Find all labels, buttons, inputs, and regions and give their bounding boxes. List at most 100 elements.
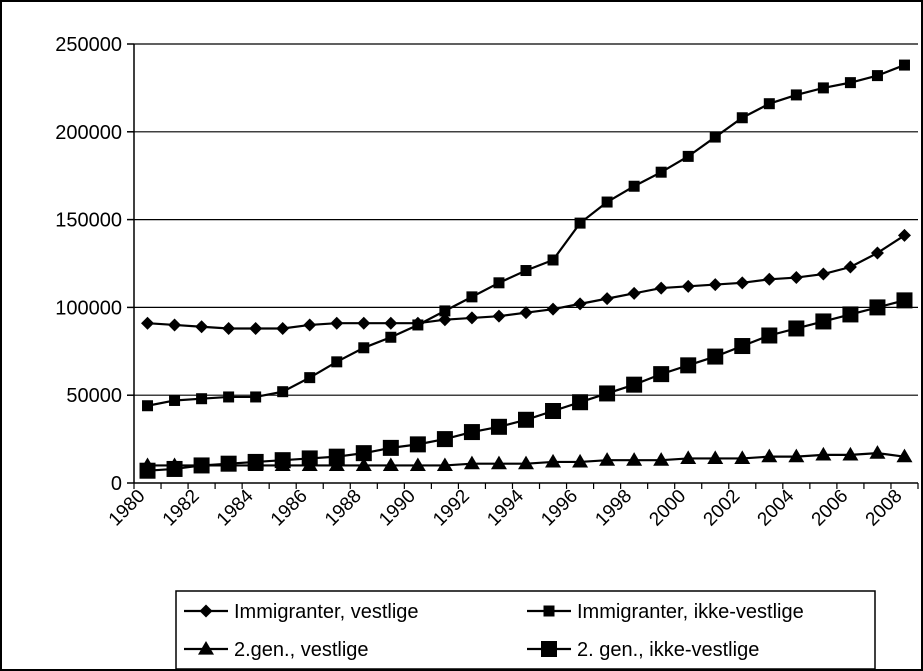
legend-item: 2.gen., vestlige <box>184 639 369 661</box>
data-point <box>301 450 318 467</box>
series-layer <box>139 59 913 479</box>
data-point <box>708 278 722 292</box>
data-point <box>436 431 453 448</box>
data-point <box>382 457 399 472</box>
data-point <box>357 316 371 330</box>
y-axis-tick-labels: 0 50000 100000 150000 200000 250000 <box>55 34 122 495</box>
axes <box>127 43 919 489</box>
data-point <box>247 453 264 470</box>
y-tick-label: 100000 <box>55 297 122 319</box>
data-point <box>842 306 859 323</box>
data-point <box>493 277 505 289</box>
data-point <box>763 98 775 110</box>
data-point <box>653 452 670 466</box>
series-square <box>142 59 910 412</box>
data-point <box>626 452 643 466</box>
gridlines <box>134 43 918 396</box>
data-point <box>436 457 453 472</box>
data-point <box>518 411 534 428</box>
data-point <box>438 313 452 327</box>
data-point <box>276 321 290 335</box>
data-point <box>166 460 183 477</box>
data-point <box>358 342 370 354</box>
data-point <box>409 457 426 472</box>
data-point <box>599 452 616 466</box>
data-point <box>223 391 235 403</box>
data-point <box>355 457 372 472</box>
data-point <box>816 267 830 281</box>
data-point <box>682 150 694 162</box>
data-point <box>519 306 533 320</box>
data-point <box>193 457 210 474</box>
data-point <box>330 316 344 330</box>
series-diamond <box>141 228 911 335</box>
data-point <box>896 448 913 463</box>
data-point <box>220 455 237 472</box>
data-point <box>331 356 343 368</box>
data-point <box>680 357 697 374</box>
data-point <box>762 272 776 286</box>
data-point <box>681 279 695 293</box>
data-point <box>196 393 208 405</box>
data-point <box>546 302 560 316</box>
data-point <box>384 316 398 330</box>
data-point <box>168 318 182 332</box>
data-point <box>304 372 316 384</box>
y-tick-label: 150000 <box>55 210 122 232</box>
data-point <box>655 166 667 178</box>
data-point <box>409 436 426 453</box>
data-point <box>789 271 803 285</box>
data-point <box>761 448 778 463</box>
data-point <box>734 338 751 355</box>
data-point <box>626 376 643 393</box>
data-point <box>898 59 910 71</box>
data-point <box>492 309 506 323</box>
legend: Immigranter, vestlige Immigranter, ikke-v… <box>175 590 876 670</box>
data-point <box>490 455 507 470</box>
data-point <box>601 196 613 208</box>
data-point <box>142 400 154 412</box>
data-point <box>141 316 155 330</box>
data-point <box>547 254 559 266</box>
legend-item: Immigranter, ikke-vestlige <box>527 601 804 623</box>
data-point <box>303 318 317 332</box>
data-point <box>709 131 721 143</box>
legend-item: Immigranter, vestlige <box>184 601 419 623</box>
data-point <box>520 265 532 277</box>
data-point <box>250 391 262 403</box>
data-point <box>277 386 289 398</box>
data-point <box>573 297 587 311</box>
data-point <box>628 180 640 192</box>
data-point <box>465 311 479 325</box>
data-point <box>869 299 886 316</box>
data-point <box>871 70 883 82</box>
y-tick-label: 50000 <box>66 385 122 407</box>
data-point <box>382 439 399 456</box>
data-point <box>896 292 913 309</box>
data-point <box>817 82 829 94</box>
data-point <box>169 394 181 406</box>
data-point <box>139 462 156 479</box>
data-point <box>466 291 478 303</box>
data-point <box>761 327 778 344</box>
series-big-square <box>139 292 913 479</box>
legend-box <box>175 590 876 670</box>
data-point <box>680 450 697 465</box>
legend-marker <box>541 641 557 657</box>
data-point <box>736 112 748 124</box>
data-point <box>734 450 751 465</box>
data-point <box>439 305 451 317</box>
data-point <box>788 448 805 463</box>
legend-marker <box>199 604 213 618</box>
legend-marker <box>198 641 214 655</box>
data-point <box>195 320 209 334</box>
data-point <box>274 452 291 469</box>
data-point <box>627 286 641 300</box>
data-point <box>574 217 586 229</box>
data-point <box>844 77 856 89</box>
data-point <box>707 450 724 465</box>
data-point <box>222 321 236 335</box>
data-point <box>249 321 263 335</box>
